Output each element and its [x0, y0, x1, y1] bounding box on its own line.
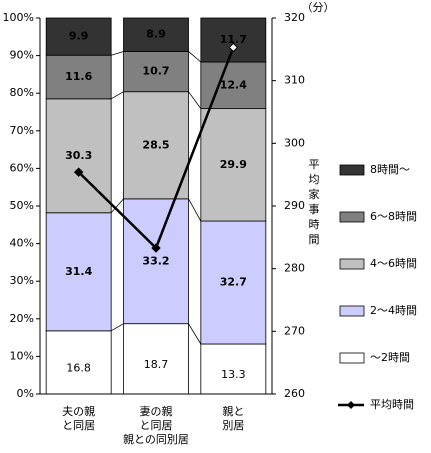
legend-marker: [347, 401, 355, 409]
y-tick-label: 60%: [10, 161, 34, 174]
bar-segment: [45, 17, 112, 56]
bar-segment: [200, 17, 267, 63]
legend-label: 4～6時間: [370, 257, 417, 270]
bar-segment: [200, 220, 267, 345]
y2-tick-label: 270: [284, 324, 305, 337]
series-connector: [110, 91, 124, 100]
series-connector: [188, 323, 202, 345]
x-tick-label: 妻の親: [140, 405, 173, 418]
x-tick-label: 夫の親: [62, 405, 95, 418]
data-label: 11.7: [220, 33, 247, 46]
bar-segment: [45, 54, 112, 100]
legend-swatch: [339, 305, 365, 317]
y-tick-label: 70%: [10, 124, 34, 137]
bar-segment: [45, 212, 112, 332]
data-label: 16.8: [66, 361, 91, 374]
bar-segment: [123, 91, 189, 200]
y-tick-label: 50%: [10, 199, 34, 212]
legend-label: 平均時間: [370, 398, 414, 411]
series-connector: [111, 51, 124, 56]
bar-segment: [200, 108, 267, 222]
line-marker: [228, 42, 239, 53]
y-tick-label: 20%: [10, 312, 34, 325]
data-label: 10.7: [142, 65, 169, 78]
bar-segment: [123, 51, 189, 93]
data-label: 12.4: [220, 78, 247, 91]
series-connector: [188, 198, 202, 222]
data-label: 33.2: [142, 254, 169, 267]
series-connector: [110, 323, 124, 332]
line-marker: [151, 243, 161, 253]
legend-swatch: [339, 164, 365, 176]
y2-tick-label: 260: [284, 387, 305, 400]
x-tick-label: 親と: [222, 405, 244, 418]
series-connector: [110, 198, 124, 214]
series-connector: [188, 51, 202, 63]
legend-label: ～2時間: [370, 351, 410, 364]
data-label: 31.4: [65, 265, 92, 278]
y2-tick-label: 280: [284, 262, 305, 275]
y-tick-label: 90%: [10, 49, 34, 62]
x-tick-label: 別居: [222, 419, 244, 432]
y-tick-label: 0%: [17, 387, 34, 400]
data-label: 32.7: [220, 276, 247, 289]
data-label: 28.5: [142, 138, 169, 151]
line-marker: [73, 167, 84, 177]
y-tick-label: 30%: [10, 274, 34, 287]
data-label: 8.9: [146, 28, 166, 41]
bar-segment: [200, 343, 267, 395]
series-connector: [188, 91, 202, 109]
x-axis-title: 親との同別居: [123, 433, 189, 446]
x-tick-label: と同居: [140, 419, 173, 432]
y-tick-label: 40%: [10, 237, 34, 250]
y-tick-label: 80%: [10, 86, 34, 99]
legend-swatch: [339, 211, 365, 223]
legend-label: 6～8時間: [370, 210, 417, 223]
data-label: 18.7: [144, 358, 169, 371]
bar-segment: [123, 17, 189, 52]
legend-label: 2～4時間: [370, 304, 417, 317]
data-label: 30.3: [65, 149, 92, 162]
y2-tick-label: 320: [284, 11, 305, 24]
y2-axis-title: 平均家事時間: [309, 158, 320, 246]
data-label: 13.3: [221, 368, 246, 381]
y2-unit: （分）: [302, 1, 335, 14]
y-tick-label: 100%: [3, 11, 34, 24]
legend-swatch: [339, 352, 365, 364]
legend-swatch: [339, 258, 365, 270]
y2-tick-label: 290: [284, 199, 305, 212]
legend-label: 8時間～: [370, 163, 410, 176]
bar-segment: [123, 198, 189, 325]
data-label: 11.6: [65, 70, 92, 83]
y2-tick-label: 310: [284, 74, 305, 87]
data-label: 9.9: [69, 30, 89, 43]
y-tick-label: 10%: [10, 349, 34, 362]
x-tick-label: と同居: [62, 419, 95, 432]
data-label: 29.9: [220, 158, 247, 171]
y2-tick-label: 300: [284, 136, 305, 149]
